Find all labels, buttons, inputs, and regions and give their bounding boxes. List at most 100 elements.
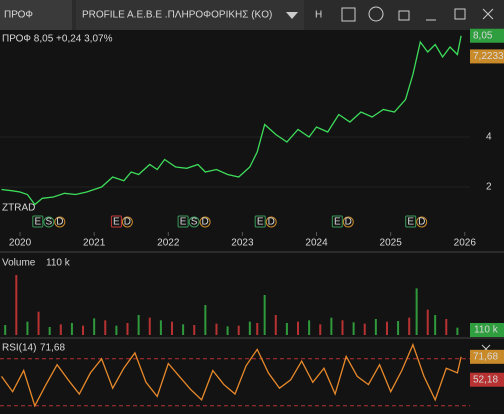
volume-bar — [226, 326, 229, 335]
volume-bar — [93, 318, 96, 335]
value-marker — [470, 372, 504, 387]
value-marker-label: 110 k — [474, 325, 499, 336]
volume-bar — [341, 320, 344, 335]
x-tick-label: 2026 — [454, 238, 477, 249]
panel-value: 110 k — [46, 258, 71, 269]
event-icon — [121, 216, 133, 228]
x-tick-label: 2024 — [305, 238, 328, 249]
volume-bar — [397, 321, 400, 335]
h-button[interactable]: H — [315, 10, 322, 21]
value-marker — [470, 349, 504, 364]
volume-bar — [426, 309, 429, 335]
close-icon[interactable] — [482, 8, 494, 20]
event-label: E — [34, 217, 41, 228]
volume-bar — [415, 288, 418, 335]
volume-bar — [237, 325, 240, 335]
symbol-box[interactable] — [0, 0, 72, 30]
volume-bar — [170, 321, 173, 335]
event-icon — [265, 216, 277, 228]
event-icon — [405, 215, 417, 228]
volume-bar — [48, 327, 51, 335]
value-marker-label: 52,18 — [473, 374, 498, 385]
volume-bar — [104, 320, 107, 335]
event-label: S — [45, 217, 52, 228]
volume-bar — [308, 320, 311, 335]
x-tick-label: 2023 — [231, 238, 254, 249]
volume-bar — [256, 323, 259, 335]
panel-name: Volume — [2, 258, 36, 269]
layout-icon[interactable] — [341, 7, 356, 22]
panel-value: 71,68 — [40, 343, 65, 354]
volume-bar — [59, 324, 62, 335]
instrument-name: PROFILE A.E.B.E .ΠΛΗΡΟΦΟΡΙΚΗΣ (KO) — [82, 10, 272, 21]
panel-name: RSI(14) — [2, 343, 36, 354]
event-label: D — [201, 217, 208, 228]
event-icon — [32, 215, 44, 228]
volume-bar — [4, 325, 7, 335]
x-tick-label: 2021 — [83, 238, 106, 249]
event-label: S — [191, 217, 198, 228]
event-label: D — [124, 217, 131, 228]
instrument-box[interactable] — [76, 0, 304, 30]
event-icon — [43, 216, 55, 228]
legend: ПРОФ 8,05 +0,24 3,07% — [2, 34, 113, 45]
event-icon — [416, 216, 428, 228]
volume-bar — [159, 320, 162, 335]
volume-bar — [374, 319, 377, 335]
volume-bar — [37, 311, 40, 335]
event-label: D — [268, 217, 275, 228]
volume-bar — [445, 319, 448, 335]
event-icon — [177, 215, 189, 228]
volume-bar — [215, 323, 218, 335]
volume-bar — [248, 321, 251, 335]
event-icon — [342, 216, 354, 228]
maximize-icon[interactable] — [454, 8, 466, 20]
event-label: D — [345, 217, 352, 228]
event-icon — [199, 216, 211, 228]
y-tick-label: 2 — [486, 182, 492, 193]
line-series — [1, 35, 462, 206]
x-tick-label: 2020 — [9, 238, 32, 249]
lock-icon[interactable] — [398, 10, 410, 21]
volume-bar — [408, 317, 411, 335]
volume-bar — [274, 315, 277, 335]
watermark: ZTRAD — [2, 203, 35, 214]
value-marker — [470, 49, 504, 64]
volume-bar — [148, 317, 151, 335]
value-marker-label: 71,68 — [473, 351, 498, 362]
volume-bar — [352, 322, 355, 335]
line-series — [0, 342, 462, 408]
volume-bar — [285, 323, 288, 335]
volume-bar — [330, 317, 333, 335]
volume-bar — [70, 323, 73, 335]
value-marker — [470, 323, 504, 337]
event-label: E — [334, 217, 341, 228]
event-label: E — [180, 217, 187, 228]
volume-bar — [182, 324, 185, 335]
event-icon — [254, 215, 266, 228]
value-marker-label: 8,05 — [473, 30, 493, 41]
volume-bar — [82, 325, 85, 335]
event-label: E — [407, 217, 414, 228]
volume-bar — [137, 315, 140, 335]
event-label: D — [418, 217, 425, 228]
volume-bar — [385, 321, 388, 335]
event-icon — [331, 215, 343, 228]
event-icon — [188, 216, 200, 228]
volume-bar — [193, 325, 196, 335]
value-marker — [470, 28, 504, 43]
y-tick-label: 4 — [486, 132, 492, 143]
volume-bar — [115, 325, 118, 335]
volume-bar — [263, 295, 266, 335]
quote-icon[interactable] — [368, 6, 384, 22]
volume-bar — [319, 324, 322, 335]
dropdown-arrow[interactable] — [286, 12, 298, 19]
volume-bar — [204, 305, 207, 335]
symbol: ПРОФ — [4, 10, 33, 21]
event-label: E — [257, 217, 264, 228]
event-icon — [110, 215, 122, 228]
event-label: D — [56, 217, 63, 228]
volume-bar — [26, 321, 29, 335]
